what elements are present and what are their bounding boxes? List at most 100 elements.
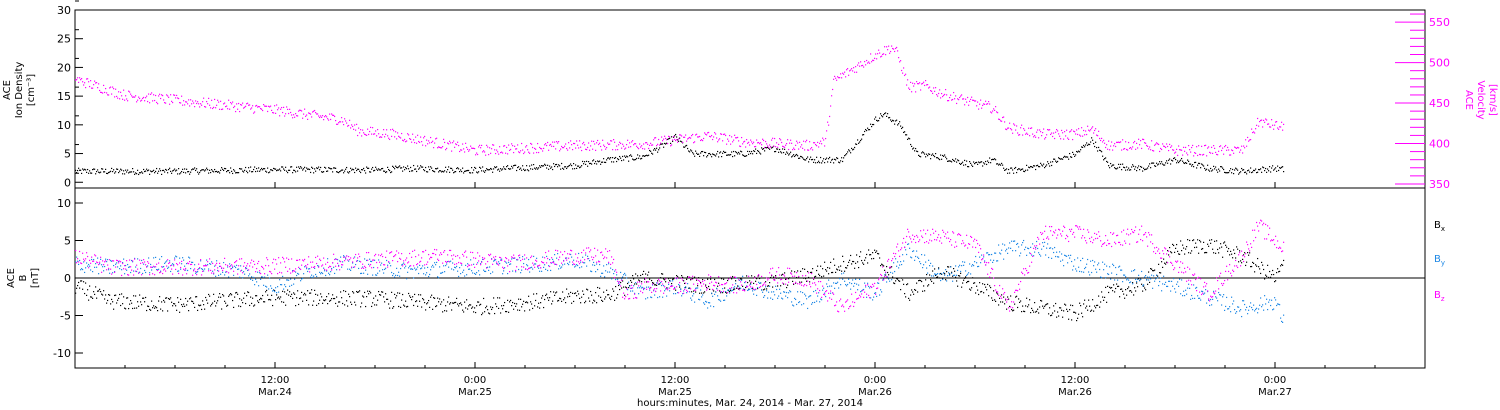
data-point-by — [1082, 257, 1084, 260]
data-point-magenta — [1247, 136, 1249, 139]
data-point-bx — [997, 293, 999, 295]
data-point-by — [880, 289, 882, 291]
data-point-magenta — [1230, 154, 1232, 156]
data-point-black — [419, 167, 421, 169]
data-point-by — [734, 286, 736, 288]
data-point-by — [370, 260, 372, 262]
data-point-bx — [123, 296, 125, 298]
data-point-magenta — [904, 74, 906, 77]
data-point-by — [480, 263, 482, 265]
data-point-magenta — [129, 91, 131, 93]
data-point-by — [1199, 297, 1201, 299]
data-point-bx — [820, 265, 822, 267]
data-point-magenta — [1028, 127, 1030, 129]
data-point-bx — [424, 301, 426, 304]
data-point-by — [1207, 290, 1209, 293]
data-point-magenta — [1066, 129, 1068, 131]
data-point-by — [641, 287, 643, 289]
data-point-magenta — [953, 91, 955, 94]
data-point-by — [1274, 297, 1276, 299]
data-point-black — [330, 168, 332, 170]
data-point-black — [323, 171, 325, 173]
data-point-by — [715, 291, 717, 293]
data-point-magenta — [742, 143, 744, 145]
data-point-magenta — [521, 142, 523, 145]
data-point-bx — [801, 281, 803, 283]
data-point-black — [185, 172, 187, 174]
data-point-bx — [1240, 260, 1242, 262]
data-point-black — [1232, 168, 1234, 171]
data-point-black — [1170, 163, 1172, 165]
data-point-magenta — [901, 69, 903, 72]
data-point-bx — [693, 290, 695, 292]
data-point-bx — [539, 307, 541, 309]
data-point-black — [1187, 159, 1189, 161]
data-point-black — [635, 158, 637, 161]
data-point-black — [1213, 165, 1215, 167]
data-point-magenta — [96, 82, 98, 84]
data-point-bx — [520, 298, 522, 300]
data-point-by — [306, 268, 308, 270]
data-point-black — [612, 157, 614, 159]
data-point-bz — [83, 258, 85, 260]
data-point-magenta — [854, 71, 856, 73]
data-point-black — [305, 170, 307, 172]
data-point-bx — [333, 297, 335, 300]
data-point-bx — [944, 273, 946, 275]
data-point-black — [1041, 164, 1043, 166]
data-point-magenta — [470, 145, 472, 147]
data-point-by — [926, 267, 928, 269]
data-point-by — [586, 265, 588, 267]
data-point-bx — [1247, 252, 1249, 254]
data-point-bx — [699, 292, 701, 294]
data-point-by — [899, 264, 901, 266]
data-point-black — [1166, 160, 1168, 162]
data-point-magenta — [1027, 133, 1029, 135]
data-point-bx — [113, 308, 115, 310]
data-point-black — [1229, 170, 1231, 172]
data-point-magenta — [338, 122, 340, 124]
data-point-magenta — [410, 138, 412, 140]
data-point-bx — [211, 303, 213, 306]
data-point-black — [116, 168, 118, 170]
data-point-magenta — [476, 152, 478, 154]
data-point-bx — [905, 296, 907, 298]
data-point-black — [1193, 166, 1195, 168]
data-point-bx — [791, 270, 793, 272]
data-point-by — [1074, 259, 1076, 261]
data-point-magenta — [604, 145, 606, 148]
data-point-magenta — [1125, 141, 1127, 143]
data-point-bx — [967, 280, 969, 283]
data-point-magenta — [138, 96, 140, 98]
data-point-black — [764, 150, 766, 152]
data-point-bx — [685, 286, 687, 289]
data-point-black — [194, 167, 196, 169]
data-point-bx — [736, 287, 738, 289]
data-point-black — [984, 163, 986, 165]
data-point-by — [569, 261, 571, 263]
data-point-magenta — [889, 52, 891, 54]
data-point-magenta — [83, 84, 85, 86]
data-point-by — [160, 270, 162, 272]
data-point-magenta — [414, 142, 416, 144]
data-point-magenta — [845, 76, 847, 78]
data-point-by — [362, 266, 364, 268]
data-point-magenta — [798, 148, 800, 150]
data-point-black — [321, 171, 323, 173]
data-point-bx — [193, 302, 195, 304]
data-point-black — [867, 127, 869, 129]
data-point-bx — [1169, 246, 1171, 249]
data-point-magenta — [377, 128, 379, 131]
data-point-by — [574, 266, 576, 268]
data-point-bx — [988, 295, 990, 297]
data-point-bx — [971, 287, 973, 289]
data-point-magenta — [1267, 123, 1269, 125]
data-point-bx — [931, 280, 933, 283]
data-point-bx — [933, 282, 935, 284]
data-point-by — [686, 292, 688, 294]
data-point-by — [219, 265, 221, 267]
data-point-by — [1175, 291, 1177, 293]
data-point-by — [545, 268, 547, 270]
data-point-bx — [472, 306, 474, 308]
data-point-bx — [980, 291, 982, 293]
